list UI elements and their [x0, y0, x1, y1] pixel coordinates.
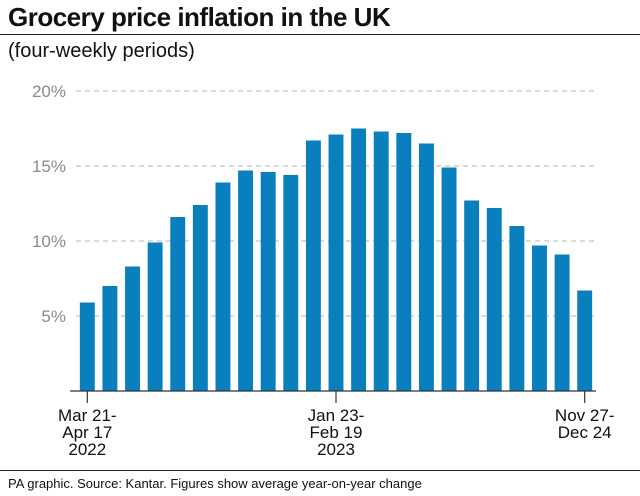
chart-title: Grocery price inflation in the UK	[8, 2, 391, 32]
x-tick-label: Apr 17	[62, 423, 112, 442]
bar	[396, 133, 412, 391]
chart-subtitle: (four-weekly periods)	[8, 40, 195, 62]
bar	[102, 286, 118, 391]
source-footer: PA graphic. Source: Kantar. Figures show…	[8, 476, 422, 491]
bar	[351, 128, 367, 391]
x-tick-label: Feb 19	[310, 423, 363, 442]
y-tick-label: 10%	[32, 232, 66, 251]
bar	[441, 167, 457, 391]
x-tick-label: 2023	[317, 440, 355, 459]
bar	[215, 182, 231, 391]
bar	[283, 175, 299, 391]
bar	[147, 242, 163, 391]
gridlines	[76, 90, 596, 317]
title-divider	[0, 34, 640, 35]
bar	[238, 170, 254, 391]
bar	[554, 254, 570, 391]
bar	[486, 208, 502, 391]
x-tick-label: Nov 27-	[555, 406, 615, 425]
bar	[125, 266, 140, 391]
x-tick-label: 2022	[68, 440, 106, 459]
x-tick-label: Jan 23-	[308, 406, 365, 425]
bar	[170, 217, 186, 391]
bar	[305, 140, 321, 391]
x-tick-label: Dec 24	[558, 423, 612, 442]
bar	[260, 172, 276, 391]
bar	[328, 134, 344, 391]
y-tick-label: 5%	[41, 307, 66, 326]
bar	[79, 302, 95, 391]
x-tick-label: Mar 21-	[58, 406, 117, 425]
y-tick-label: 20%	[32, 82, 66, 101]
y-tick-label: 15%	[32, 157, 66, 176]
bars	[79, 128, 593, 391]
bar	[373, 131, 389, 391]
footer-divider	[0, 470, 640, 471]
bar	[509, 226, 525, 391]
bar	[577, 290, 593, 391]
bar	[464, 200, 480, 391]
bar	[192, 205, 208, 391]
bar	[532, 245, 547, 391]
y-axis-ticks: 5% 10% 15% 20%	[32, 82, 66, 326]
bar	[418, 143, 434, 391]
